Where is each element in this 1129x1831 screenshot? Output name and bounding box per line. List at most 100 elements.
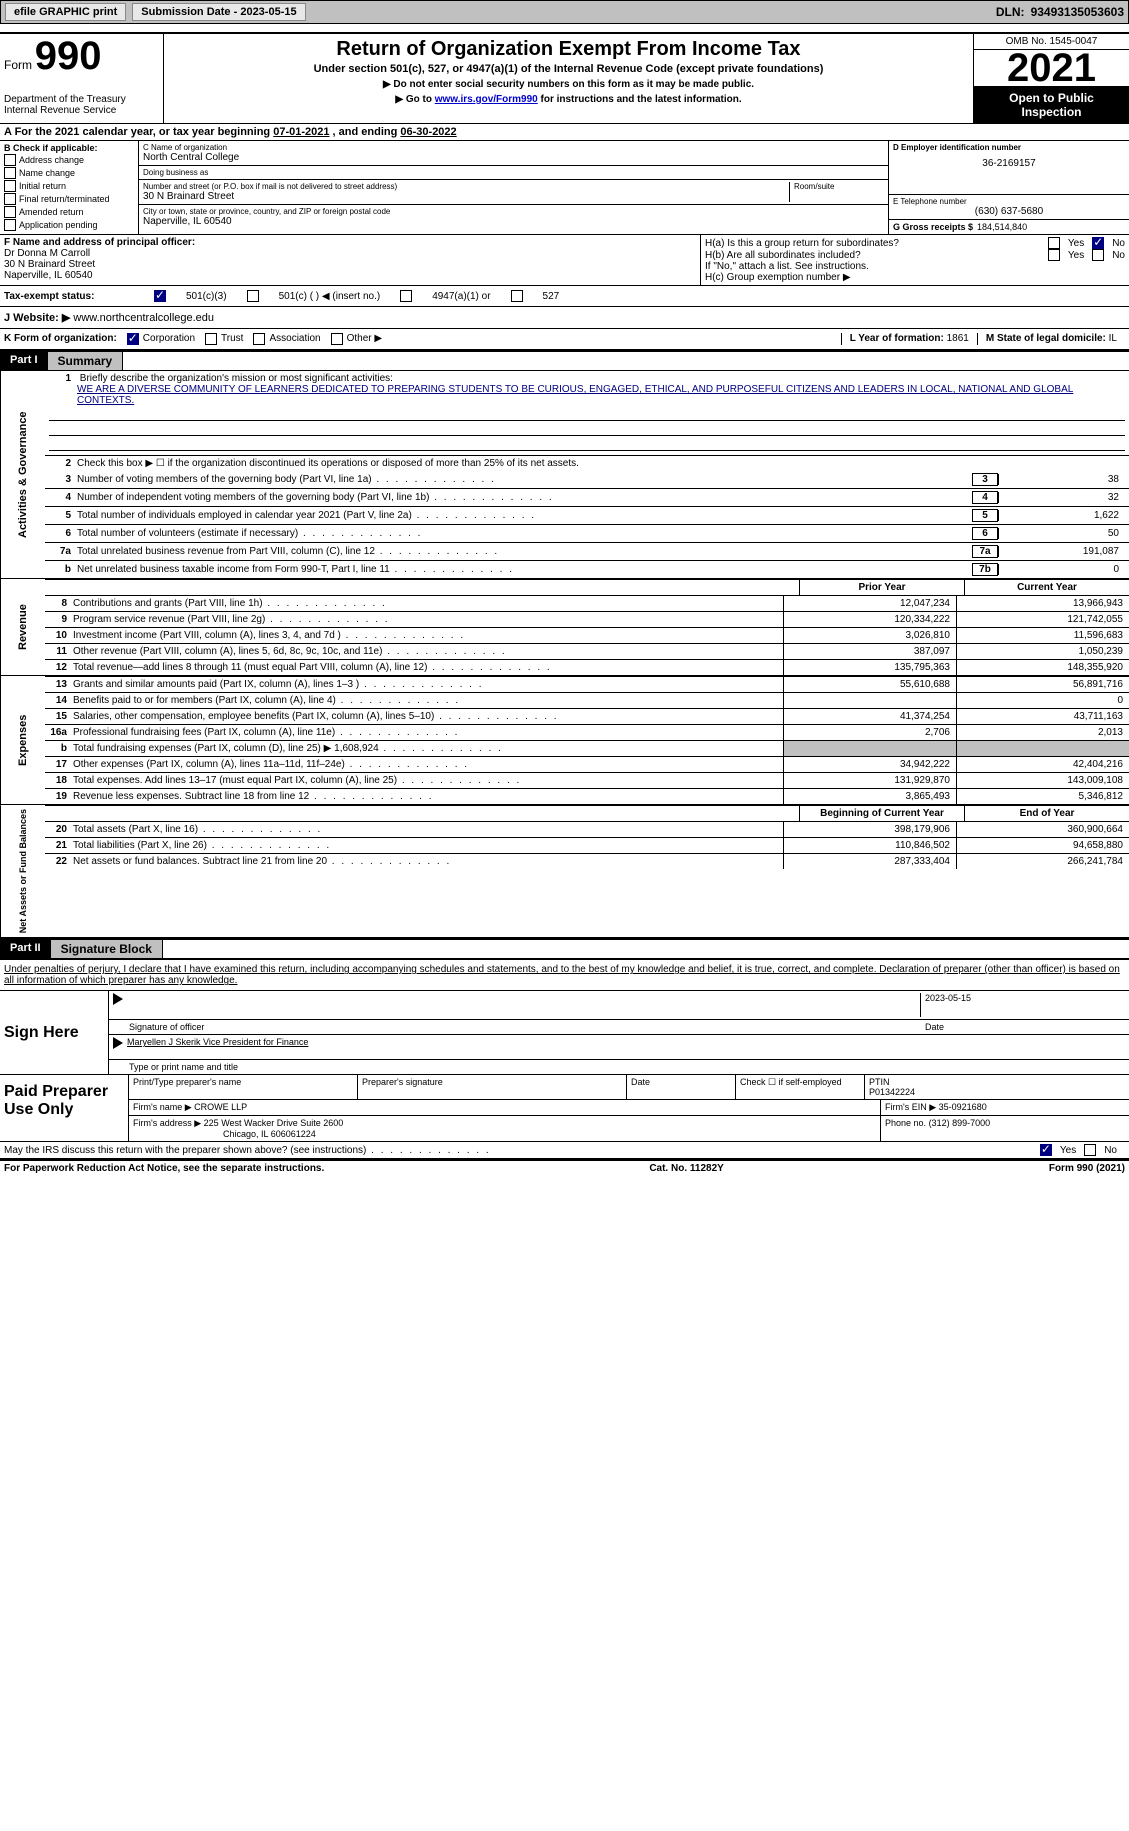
501c-checkbox[interactable] xyxy=(247,290,259,302)
line-desc: Revenue less expenses. Subtract line 18 … xyxy=(73,789,783,804)
ha-yes-checkbox[interactable] xyxy=(1048,237,1060,249)
instr2-pre: ▶ Go to xyxy=(395,94,434,105)
section-b-checkbox[interactable] xyxy=(4,180,16,192)
website-label: J Website: ▶ xyxy=(4,312,70,324)
line-number: 7a xyxy=(49,546,77,557)
data-line: 8 Contributions and grants (Part VIII, l… xyxy=(45,595,1129,611)
rail-revenue: Revenue xyxy=(0,579,45,675)
501c3-label: 501(c)(3) xyxy=(186,291,227,302)
section-b-opt-label: Address change xyxy=(19,155,84,165)
summary-line: b Net unrelated business taxable income … xyxy=(45,560,1129,578)
hb-yes-checkbox[interactable] xyxy=(1048,249,1060,261)
ptin-label: PTIN xyxy=(869,1077,1125,1087)
discuss-yes-label: Yes xyxy=(1060,1145,1076,1156)
blank-line xyxy=(49,438,1125,451)
ptin-value: P01342224 xyxy=(869,1087,1125,1097)
summary-line: 6 Total number of volunteers (estimate i… xyxy=(45,524,1129,542)
line-box: 4 xyxy=(972,491,998,504)
sign-here-label: Sign Here xyxy=(0,991,108,1074)
activities-governance-section: Activities & Governance 1 Briefly descri… xyxy=(0,371,1129,579)
hb-no-checkbox[interactable] xyxy=(1092,249,1104,261)
type-name-label: Type or print name and title xyxy=(113,1062,238,1072)
hc-label: H(c) Group exemption number ▶ xyxy=(705,272,1125,283)
line-number: 11 xyxy=(45,644,73,659)
assoc-checkbox[interactable] xyxy=(253,333,265,345)
discuss-no-checkbox[interactable] xyxy=(1084,1144,1096,1156)
501c3-checkbox[interactable] xyxy=(154,290,166,302)
line-box: 7a xyxy=(972,545,998,558)
line-number: 8 xyxy=(45,596,73,611)
section-b-checkbox[interactable] xyxy=(4,206,16,218)
instruction-1: ▶ Do not enter social security numbers o… xyxy=(168,79,969,90)
section-b-checkbox[interactable] xyxy=(4,193,16,205)
data-line: 15 Salaries, other compensation, employe… xyxy=(45,708,1129,724)
line-desc: Other expenses (Part IX, column (A), lin… xyxy=(73,757,783,772)
date-label: Date xyxy=(921,1022,1125,1032)
section-a-tax-year: A For the 2021 calendar year, or tax yea… xyxy=(0,124,1129,141)
org-name-label: C Name of organization xyxy=(143,143,884,152)
line-desc: Contributions and grants (Part VIII, lin… xyxy=(73,596,783,611)
corp-checkbox[interactable] xyxy=(127,333,139,345)
line2-desc: Check this box ▶ ☐ if the organization d… xyxy=(77,458,1125,469)
section-d-e-g: D Employer identification number 36-2169… xyxy=(888,141,1129,234)
section-b-checkboxes: B Check if applicable: Address changeNam… xyxy=(0,141,139,234)
officer-typed-name: Maryellen J Skerik Vice President for Fi… xyxy=(127,1037,308,1057)
k-label: K Form of organization: xyxy=(4,333,117,345)
paid-preparer-block: Paid Preparer Use Only Print/Type prepar… xyxy=(0,1074,1129,1141)
line-number: b xyxy=(45,741,73,756)
m-label: M State of legal domicile: xyxy=(986,333,1106,344)
discuss-yes-checkbox[interactable] xyxy=(1040,1144,1052,1156)
section-b-checkbox[interactable] xyxy=(4,154,16,166)
line-desc: Number of independent voting members of … xyxy=(77,492,968,503)
expenses-section: Expenses 13 Grants and similar amounts p… xyxy=(0,676,1129,805)
line-value: 32 xyxy=(998,492,1125,503)
current-year-value: 0 xyxy=(956,693,1129,708)
ha-no-checkbox[interactable] xyxy=(1092,237,1104,249)
street-address: 30 N Brainard Street xyxy=(143,191,789,202)
city-label: City or town, state or province, country… xyxy=(143,207,884,216)
4947-label: 4947(a)(1) or xyxy=(432,291,490,302)
prior-year-value: 34,942,222 xyxy=(783,757,956,772)
prior-year-value: 2,706 xyxy=(783,725,956,740)
527-label: 527 xyxy=(543,291,560,302)
prior-year-value: 287,333,404 xyxy=(783,854,956,869)
data-line: 9 Program service revenue (Part VIII, li… xyxy=(45,611,1129,627)
line-number: 12 xyxy=(45,660,73,675)
section-b-option: Initial return xyxy=(4,180,134,192)
line-number: 21 xyxy=(45,838,73,853)
irs-link[interactable]: www.irs.gov/Form990 xyxy=(435,94,538,105)
firm-ein-value: 35-0921680 xyxy=(939,1102,987,1112)
section-b-checkbox[interactable] xyxy=(4,167,16,179)
prior-year-value: 41,374,254 xyxy=(783,709,956,724)
website-url: www.northcentralcollege.edu xyxy=(73,312,214,324)
instr2-post: for instructions and the latest informat… xyxy=(541,94,742,105)
ha-yes-label: Yes xyxy=(1068,238,1084,249)
data-line: 17 Other expenses (Part IX, column (A), … xyxy=(45,756,1129,772)
line-desc: Total fundraising expenses (Part IX, col… xyxy=(73,741,783,756)
hb-label: H(b) Are all subordinates included? xyxy=(705,250,1040,261)
line-number: 3 xyxy=(49,474,77,485)
527-checkbox[interactable] xyxy=(511,290,523,302)
section-b-checkbox[interactable] xyxy=(4,219,16,231)
data-line: 21 Total liabilities (Part X, line 26) 1… xyxy=(45,837,1129,853)
prior-year-value: 3,026,810 xyxy=(783,628,956,643)
line-value: 38 xyxy=(998,474,1125,485)
prior-year-value: 135,795,363 xyxy=(783,660,956,675)
line-desc: Salaries, other compensation, employee b… xyxy=(73,709,783,724)
current-year-value: 11,596,683 xyxy=(956,628,1129,643)
other-checkbox[interactable] xyxy=(331,333,343,345)
officer-addr: 30 N Brainard Street xyxy=(4,259,696,270)
sign-here-block: Sign Here 2023-05-15 Signature of office… xyxy=(0,990,1129,1074)
efile-print-button[interactable]: efile GRAPHIC print xyxy=(5,3,126,21)
line-box: 7b xyxy=(972,563,998,576)
4947-checkbox[interactable] xyxy=(400,290,412,302)
prior-year-value: 398,179,906 xyxy=(783,822,956,837)
section-k-l-m: K Form of organization: Corporation Trus… xyxy=(0,329,1129,351)
trust-checkbox[interactable] xyxy=(205,333,217,345)
line-desc: Investment income (Part VIII, column (A)… xyxy=(73,628,783,643)
line-number: 19 xyxy=(45,789,73,804)
line-desc: Total liabilities (Part X, line 26) xyxy=(73,838,783,853)
page-footer: For Paperwork Reduction Act Notice, see … xyxy=(0,1159,1129,1176)
title-box: Return of Organization Exempt From Incom… xyxy=(164,34,974,123)
form-number-box: Form 990 Department of the Treasury Inte… xyxy=(0,34,164,123)
